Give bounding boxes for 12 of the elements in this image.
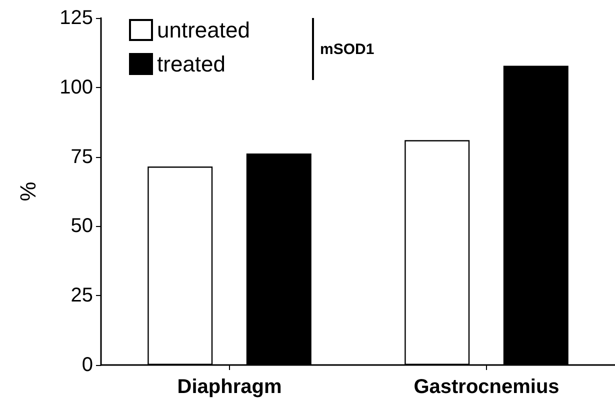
y-tick-label: 25 <box>70 284 93 307</box>
y-tick-label: 0 <box>82 354 93 376</box>
y-tick-label: 75 <box>70 146 93 168</box>
legend-title: mSOD1 <box>320 41 374 58</box>
y-tick-label: 100 <box>60 76 93 98</box>
legend-label: treated <box>157 52 226 76</box>
legend-label: untreated <box>157 18 250 42</box>
y-axis-title: % <box>16 182 40 202</box>
y-tick-label: 125 <box>60 7 93 29</box>
x-tick-label: Gastrocnemius <box>414 376 560 398</box>
y-tick-label: 50 <box>70 215 93 238</box>
x-tick-label: Diaphragm <box>177 376 282 398</box>
